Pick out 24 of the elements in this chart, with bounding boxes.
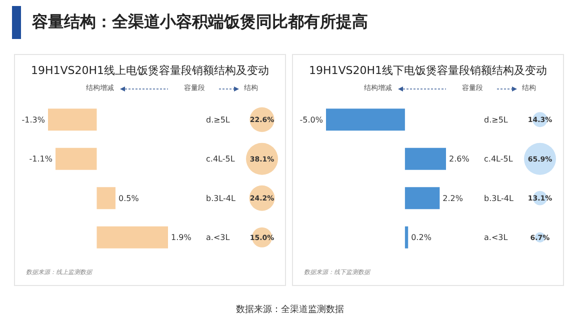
data-label: -1.1% bbox=[29, 154, 53, 164]
source-note: 数据来源：全渠道监测数据 bbox=[235, 304, 345, 316]
data-label: 2.2% bbox=[442, 194, 464, 203]
bar bbox=[404, 226, 408, 248]
chart-title: 19H1VS20H1线下电饭煲容量段销额结构及变动 bbox=[308, 63, 548, 78]
data-label: 0.2% bbox=[411, 233, 432, 242]
bar bbox=[404, 187, 440, 210]
chart-title: 19H1VS20H1线上电饭煲容量段销额结构及变动 bbox=[30, 63, 270, 78]
data-label: 1.9% bbox=[171, 233, 192, 242]
data-label: -5.0% bbox=[300, 115, 324, 124]
text: 容量结构：全渠道小容积端饭煲同比都有所提高 bbox=[32, 12, 368, 33]
data-label: 0.5% bbox=[118, 194, 140, 203]
y-tick-label: b.3L-4L bbox=[484, 194, 514, 203]
y-tick-label: d.≥5L bbox=[206, 115, 230, 124]
bar bbox=[326, 108, 405, 131]
y-tick-label: a.<3L bbox=[484, 233, 508, 242]
y-tick-label: d.≥5L bbox=[484, 115, 508, 124]
data-label: -1.3% bbox=[22, 115, 46, 124]
bar bbox=[404, 148, 446, 170]
y-tick-label: a.<3L bbox=[206, 233, 230, 242]
y-tick-label: c.4L-5L bbox=[484, 154, 514, 164]
data-label: 2.6% bbox=[449, 154, 470, 164]
y-tick-label: b.3L-4L bbox=[206, 194, 236, 203]
y-tick-label: c.4L-5L bbox=[206, 154, 236, 164]
